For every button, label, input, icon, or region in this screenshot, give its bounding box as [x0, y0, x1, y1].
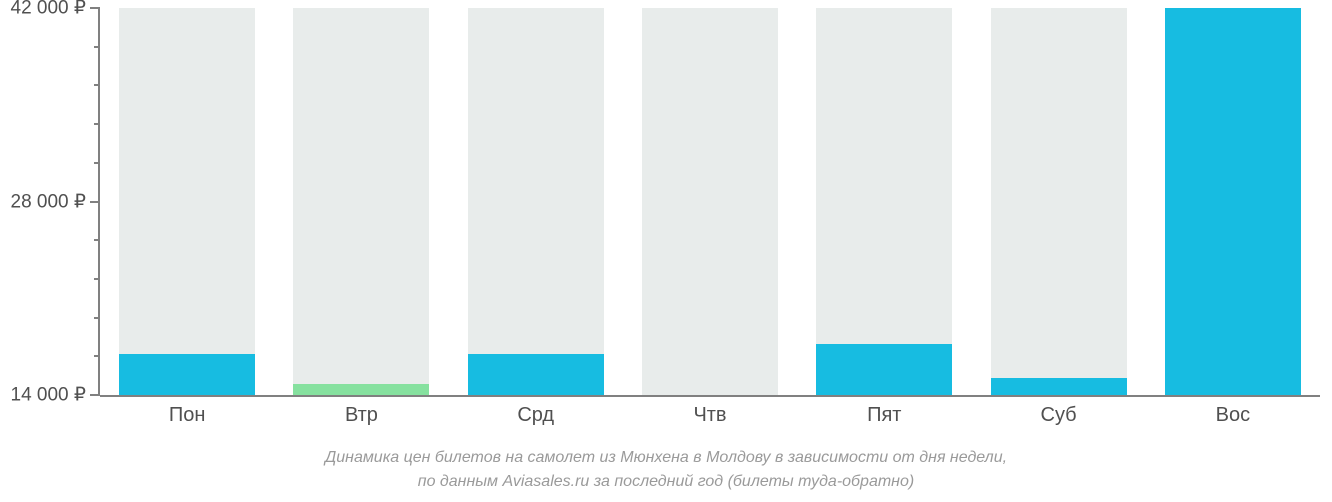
caption-line1: Динамика цен билетов на самолет из Мюнхе…	[325, 449, 1007, 466]
x-axis-label: Срд	[517, 404, 554, 427]
chart-band	[642, 8, 778, 395]
chart-bar	[1165, 8, 1301, 395]
y-tick-label: 14 000 ₽	[11, 384, 86, 407]
x-axis-label: Чтв	[693, 404, 726, 427]
chart-band	[468, 8, 604, 395]
y-tick-mark	[90, 201, 100, 203]
chart-band	[1165, 8, 1301, 395]
x-axis-line	[100, 395, 1320, 397]
chart-band	[119, 8, 255, 395]
y-tick-mark	[90, 394, 100, 396]
caption-line2: по данным Aviasales.ru за последний год …	[0, 470, 1332, 494]
plot-area	[100, 8, 1320, 395]
x-axis-label: Втр	[345, 404, 378, 427]
chart-band	[991, 8, 1127, 395]
x-axis-label: Пят	[867, 404, 901, 427]
chart-bar	[468, 354, 604, 395]
x-axis-label: Суб	[1041, 404, 1077, 427]
y-axis: 14 000 ₽28 000 ₽42 000 ₽	[0, 8, 100, 395]
y-tick-mark	[90, 7, 100, 9]
y-tick-label: 42 000 ₽	[11, 0, 86, 20]
chart-caption: Динамика цен билетов на самолет из Мюнхе…	[0, 446, 1332, 494]
x-axis-labels: Пон Втр Срд Чтв Пят Суб Вос	[100, 404, 1320, 434]
chart-bar	[991, 378, 1127, 395]
chart-band	[293, 8, 429, 395]
price-by-weekday-chart: 14 000 ₽28 000 ₽42 000 ₽ ПонВтрСрдЧтвПят…	[0, 0, 1332, 502]
chart-band	[816, 8, 952, 395]
chart-bar	[119, 354, 255, 395]
y-tick-label: 28 000 ₽	[11, 190, 86, 213]
x-axis-label: Вос	[1216, 404, 1250, 427]
x-axis-label: Пон	[169, 404, 206, 427]
chart-bar	[816, 344, 952, 395]
chart-bar	[293, 384, 429, 395]
